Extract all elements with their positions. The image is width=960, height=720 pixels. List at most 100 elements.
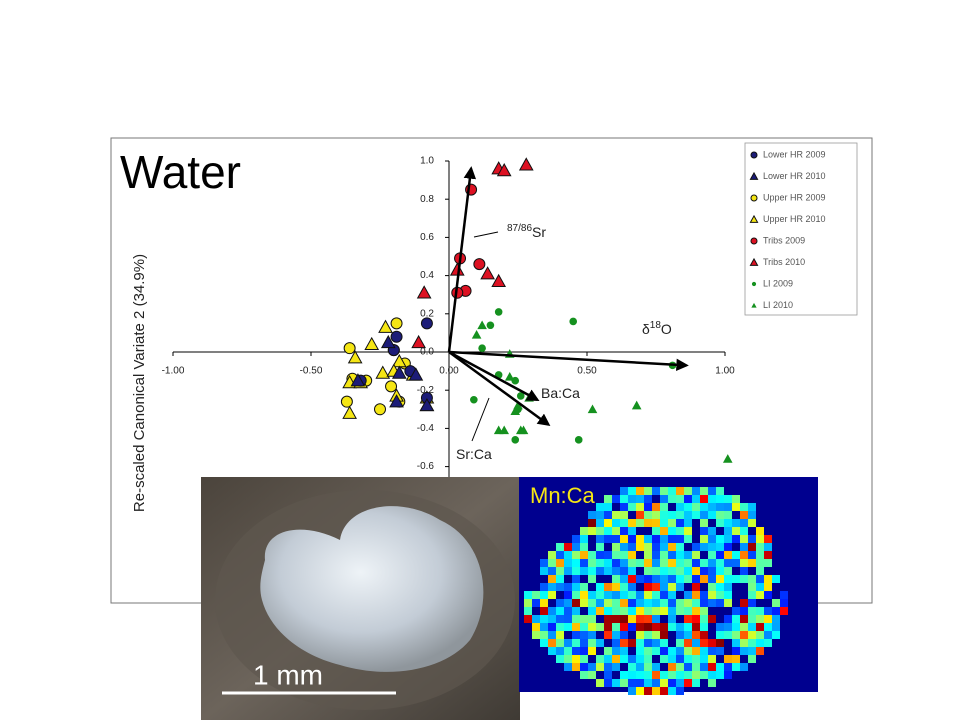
map-pixel xyxy=(740,511,748,519)
map-pixel xyxy=(628,607,636,615)
map-pixel xyxy=(652,543,660,551)
map-pixel xyxy=(668,615,676,623)
map-pixel xyxy=(524,615,532,623)
map-pixel xyxy=(692,623,700,631)
point xyxy=(518,425,529,435)
map-pixel xyxy=(700,535,708,543)
map-pixel xyxy=(684,607,692,615)
map-pixel xyxy=(684,663,692,671)
map-pixel xyxy=(684,535,692,543)
x-tick-label: 1.00 xyxy=(715,366,735,377)
map-pixel xyxy=(596,591,604,599)
map-pixel xyxy=(644,551,652,559)
map-pixel xyxy=(644,679,652,687)
map-pixel xyxy=(572,543,580,551)
map-pixel xyxy=(676,487,684,495)
map-pixel xyxy=(612,511,620,519)
map-pixel xyxy=(668,647,676,655)
point xyxy=(385,380,398,393)
map-pixel xyxy=(676,647,684,655)
y-tick-label: 0.2 xyxy=(420,308,434,319)
map-pixel xyxy=(684,495,692,503)
map-pixel xyxy=(620,647,628,655)
map-pixel xyxy=(556,607,564,615)
map-pixel xyxy=(668,591,676,599)
map-pixel xyxy=(692,639,700,647)
point xyxy=(471,330,482,339)
map-pixel xyxy=(740,519,748,527)
map-pixel xyxy=(660,575,668,583)
map-pixel xyxy=(652,647,660,655)
map-pixel xyxy=(708,487,716,495)
map-pixel xyxy=(660,647,668,655)
legend-label: Upper HR 2009 xyxy=(763,192,826,202)
map-pixel xyxy=(572,655,580,663)
map-pixel xyxy=(644,639,652,647)
map-pixel xyxy=(756,527,764,535)
map-pixel xyxy=(684,679,692,687)
map-pixel xyxy=(660,607,668,615)
point xyxy=(499,425,509,435)
map-pixel xyxy=(636,687,644,695)
map-pixel xyxy=(700,575,708,583)
map-pixel xyxy=(748,519,756,527)
map-pixel xyxy=(724,543,732,551)
loading-vector xyxy=(448,350,689,372)
map-pixel xyxy=(556,567,564,575)
point xyxy=(347,350,363,364)
map-pixel xyxy=(764,559,772,567)
map-pixel xyxy=(588,607,596,615)
map-pixel xyxy=(708,551,716,559)
leader-line xyxy=(473,231,499,238)
map-pixel xyxy=(740,527,748,535)
map-pixel xyxy=(628,551,636,559)
map-pixel xyxy=(652,575,660,583)
map-pixel xyxy=(644,535,652,543)
map-pixel xyxy=(732,559,740,567)
map-pixel xyxy=(540,599,548,607)
map-pixel xyxy=(652,623,660,631)
point xyxy=(350,373,366,387)
map-pixel xyxy=(628,519,636,527)
map-pixel xyxy=(636,639,644,647)
map-pixel xyxy=(764,623,772,631)
map-pixel xyxy=(548,639,556,647)
map-pixel xyxy=(548,607,556,615)
point xyxy=(631,400,642,410)
map-pixel xyxy=(572,567,580,575)
map-pixel xyxy=(756,623,764,631)
map-pixel xyxy=(556,631,564,639)
map-pixel xyxy=(540,639,548,647)
map-pixel xyxy=(636,495,644,503)
map-pixel xyxy=(660,487,668,495)
map-pixel xyxy=(708,511,716,519)
map-pixel xyxy=(732,575,740,583)
map-pixel xyxy=(676,559,684,567)
map-pixel xyxy=(532,623,540,631)
map-pixel xyxy=(700,607,708,615)
map-pixel xyxy=(556,647,564,655)
map-pixel xyxy=(628,567,636,575)
map-pixel xyxy=(732,615,740,623)
map-pixel xyxy=(716,567,724,575)
map-pixel xyxy=(660,623,668,631)
x-tick-label: 0.50 xyxy=(577,366,597,377)
map-pixel xyxy=(700,511,708,519)
map-pixel xyxy=(676,567,684,575)
map-pixel xyxy=(548,623,556,631)
map-pixel xyxy=(636,559,644,567)
map-pixel xyxy=(588,519,596,527)
map-pixel xyxy=(620,527,628,535)
map-pixel xyxy=(780,599,788,607)
map-pixel xyxy=(620,679,628,687)
map-pixel xyxy=(748,623,756,631)
map-pixel xyxy=(756,543,764,551)
point xyxy=(420,317,433,330)
map-pixel xyxy=(700,631,708,639)
map-pixel xyxy=(596,559,604,567)
map-pixel xyxy=(684,599,692,607)
map-pixel xyxy=(620,511,628,519)
loading-vector xyxy=(448,350,551,427)
map-pixel xyxy=(564,623,572,631)
map-pixel xyxy=(700,527,708,535)
